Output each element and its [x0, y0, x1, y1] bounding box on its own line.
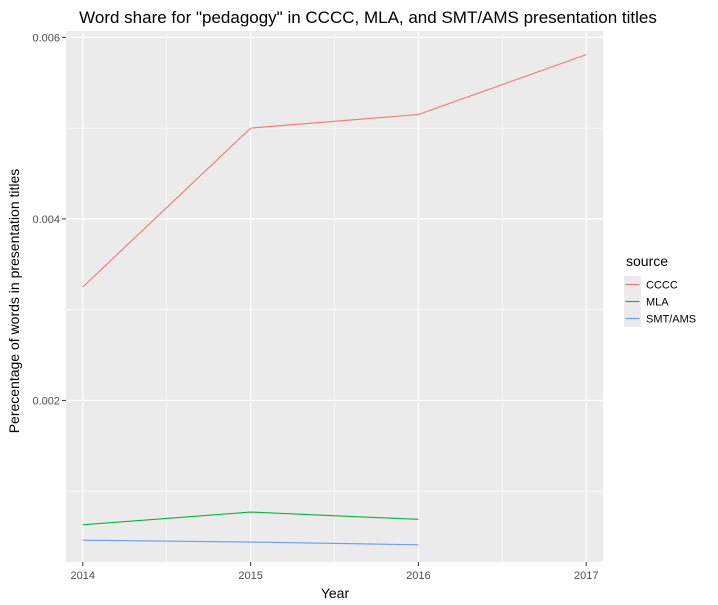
x-tick-label-3: 2017: [574, 570, 598, 582]
x-axis-ticks: 2014 2015 2016 2017: [71, 562, 598, 582]
y-tick-label-0: 0.002: [32, 395, 60, 407]
legend-title: source: [626, 253, 668, 269]
legend-label-cccc: CCCC: [646, 280, 678, 292]
series-layer: [82, 54, 587, 546]
x-tick-label-1: 2015: [238, 570, 262, 582]
series-line-smt-ams: [82, 539, 419, 546]
series-line-cccc: [82, 54, 587, 288]
legend-label-smt-ams: SMT/AMS: [646, 314, 696, 326]
y-axis-ticks: 0.002 0.004 0.006: [32, 32, 66, 407]
series-line-mla: [82, 511, 419, 526]
x-tick-label-2: 2016: [406, 570, 430, 582]
plot-panel: [66, 31, 603, 562]
y-tick-label-1: 0.004: [32, 214, 60, 226]
y-tick-label-2: 0.006: [32, 32, 60, 44]
x-axis-title: Year: [321, 585, 350, 601]
x-tick-label-0: 2014: [71, 570, 95, 582]
y-axis-title: Perecentage of words in presentation tit…: [6, 169, 22, 434]
legend-label-mla: MLA: [646, 297, 669, 309]
chart-title: Word share for "pedagogy" in CCCC, MLA, …: [79, 8, 657, 27]
legend: source CCCC MLA SMT/AMS: [624, 253, 696, 327]
